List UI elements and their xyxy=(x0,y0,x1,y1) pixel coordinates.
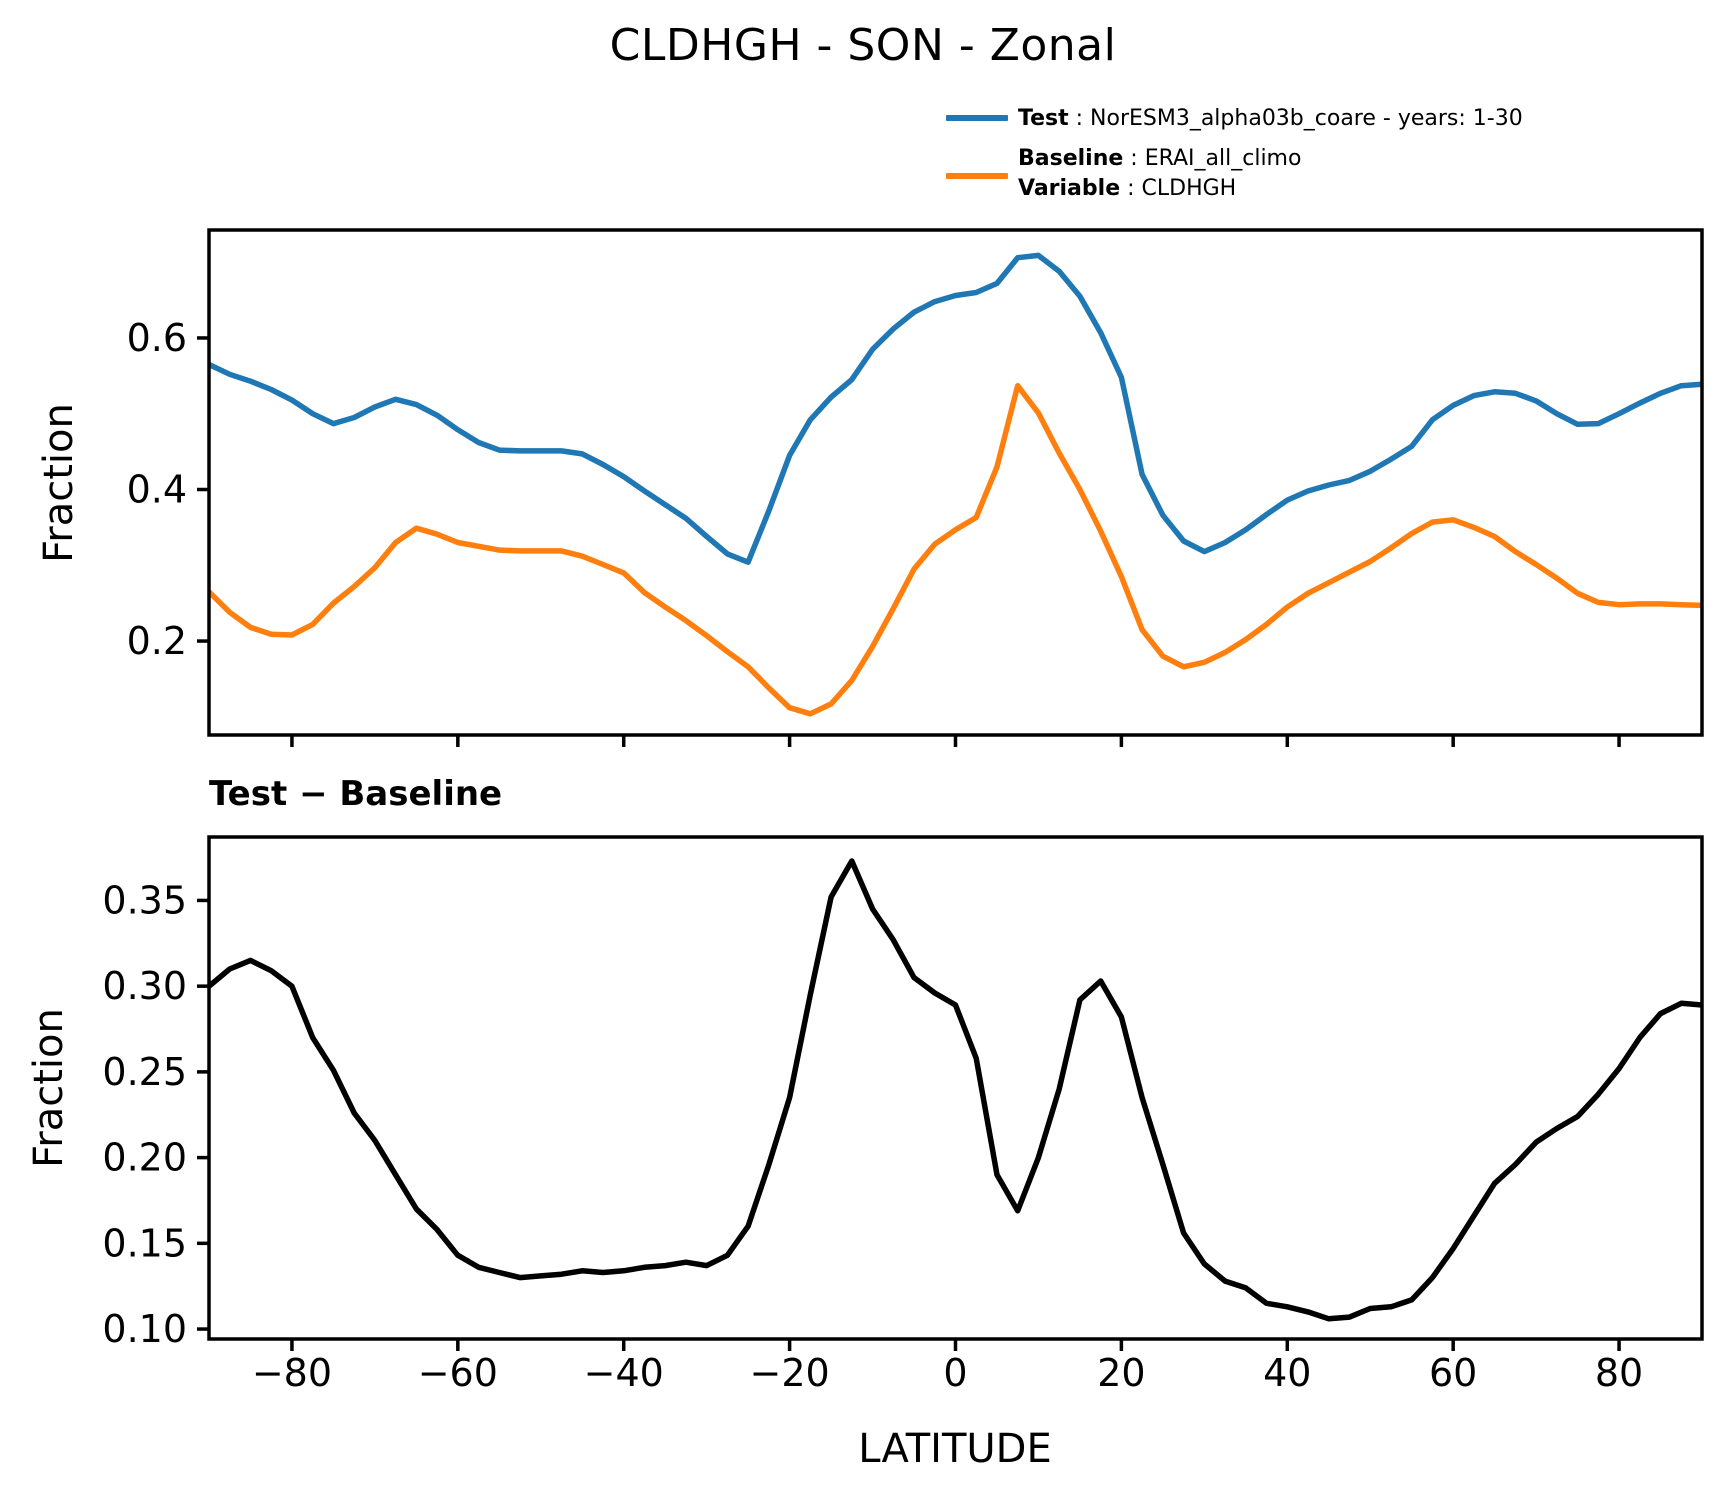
y-tick-label: 0.25 xyxy=(102,1050,187,1094)
plot-layer xyxy=(207,252,1703,1322)
legend-entry-baseline: Baseline : ERAI_all_climo Variable : CLD… xyxy=(946,144,1586,204)
legend-variable-label: Variable xyxy=(1018,176,1121,201)
y-tick-label: 0.6 xyxy=(127,316,187,360)
y-tick-label: 0.30 xyxy=(102,964,187,1008)
y-tick-label: 0.20 xyxy=(102,1136,187,1180)
baseline-line-swatch xyxy=(946,173,1008,179)
legend-variable-value: : CLDHGH xyxy=(1120,176,1237,201)
x-tick-label: −40 xyxy=(584,1351,664,1395)
axes-spines-bottom-plot xyxy=(207,835,1704,1341)
legend-test-value: : NorESM3_alpha03b_coare - years: 1-30 xyxy=(1068,106,1523,131)
chart-line-baseline xyxy=(207,382,1703,717)
chart-line-diff xyxy=(207,858,1703,1322)
x-tick-label: 20 xyxy=(1097,1351,1145,1395)
figure-title: CLDHGH - SON - Zonal xyxy=(609,20,1117,71)
legend-baseline-label: Baseline xyxy=(1018,146,1124,171)
x-axis-label: LATITUDE xyxy=(858,1426,1051,1472)
bottom-y-axis-label: Fraction xyxy=(26,1008,72,1168)
legend-baseline-value: : ERAI_all_climo xyxy=(1123,146,1302,171)
test-line-swatch xyxy=(946,115,1008,121)
axes-spines-top-plot xyxy=(207,228,1704,737)
legend-entry-test: Test : NorESM3_alpha03b_coare - years: 1… xyxy=(946,104,1586,134)
legend-baseline-row: Baseline : ERAI_all_climo xyxy=(1018,144,1586,174)
x-tick-label: −20 xyxy=(750,1351,830,1395)
x-tick-label: −60 xyxy=(418,1351,498,1395)
y-tick-label: 0.15 xyxy=(102,1221,187,1265)
top-y-axis-label: Fraction xyxy=(36,403,82,563)
y-tick-label: 0.2 xyxy=(127,619,187,663)
x-tick-label: 40 xyxy=(1263,1351,1311,1395)
y-tick-label: 0.10 xyxy=(102,1307,187,1351)
x-tick-label: 0 xyxy=(943,1351,967,1395)
x-tick-label: 80 xyxy=(1595,1351,1643,1395)
y-tick-label: 0.35 xyxy=(102,878,187,922)
x-tick-label: −80 xyxy=(252,1351,332,1395)
diff-plot-title: Test − Baseline xyxy=(209,774,503,814)
tick-label-layer: 0.2 0.4 0.6 0.10 0.15 0.20 0.25 0.30 0.35 −80 −60 −… xyxy=(102,316,1643,1395)
x-tick-label: 60 xyxy=(1429,1351,1477,1395)
y-tick-label: 0.4 xyxy=(127,468,187,512)
legend-variable-row: Variable : CLDHGH xyxy=(1018,174,1586,204)
legend: Test : NorESM3_alpha03b_coare - years: 1… xyxy=(946,104,1586,214)
chart-line-test xyxy=(207,252,1703,565)
axis-layer xyxy=(197,228,1704,1351)
legend-test-label: Test xyxy=(1018,106,1069,131)
